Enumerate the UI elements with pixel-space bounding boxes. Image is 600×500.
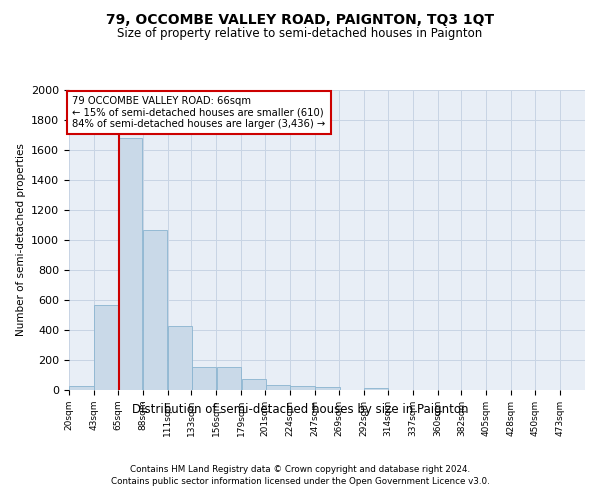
Bar [143, 230, 167, 390]
Text: 79, OCCOMBE VALLEY ROAD, PAIGNTON, TQ3 1QT: 79, OCCOMBE VALLEY ROAD, PAIGNTON, TQ3 1… [106, 12, 494, 26]
Bar [217, 367, 241, 390]
Text: Distribution of semi-detached houses by size in Paignton: Distribution of semi-detached houses by … [132, 402, 468, 415]
Text: Size of property relative to semi-detached houses in Paignton: Size of property relative to semi-detach… [118, 28, 482, 40]
Bar [94, 304, 119, 390]
Bar [192, 367, 216, 390]
Y-axis label: Number of semi-detached properties: Number of semi-detached properties [16, 144, 26, 336]
Text: 79 OCCOMBE VALLEY ROAD: 66sqm
← 15% of semi-detached houses are smaller (610)
84: 79 OCCOMBE VALLEY ROAD: 66sqm ← 15% of s… [72, 96, 326, 129]
Bar [70, 386, 94, 390]
Bar [266, 385, 290, 390]
Bar [364, 388, 388, 390]
Bar [242, 379, 266, 390]
Text: Contains HM Land Registry data © Crown copyright and database right 2024.: Contains HM Land Registry data © Crown c… [130, 465, 470, 474]
Bar [118, 138, 142, 390]
Bar [316, 387, 340, 390]
Bar [290, 386, 315, 390]
Text: Contains public sector information licensed under the Open Government Licence v3: Contains public sector information licen… [110, 478, 490, 486]
Bar [168, 326, 192, 390]
